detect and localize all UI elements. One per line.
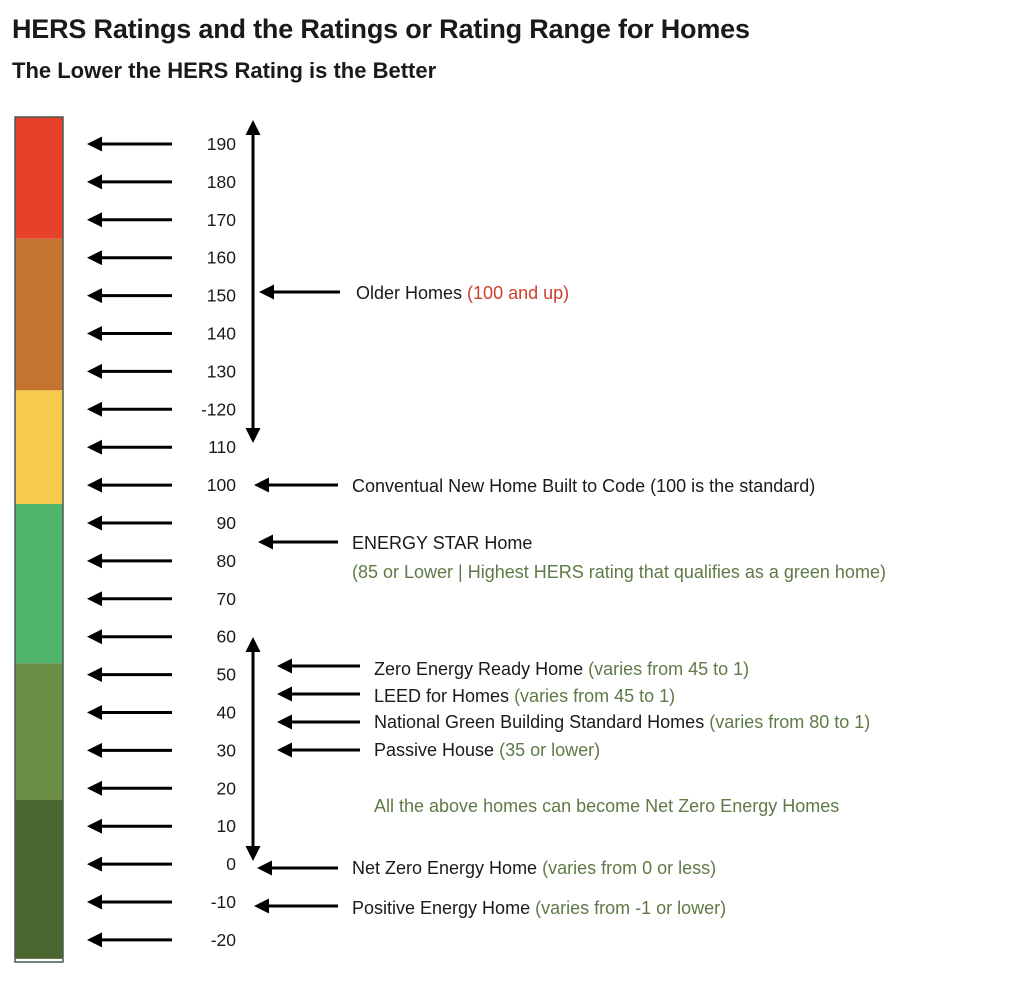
tick-label: 30: [217, 740, 237, 760]
tick-label: 150: [207, 286, 236, 306]
tick-label: 0: [226, 854, 236, 874]
tick-label: -120: [201, 399, 236, 419]
tick-label: 100: [207, 475, 236, 495]
tick-label: 60: [217, 627, 237, 647]
tick-label: 160: [207, 248, 236, 268]
annotation-ngbs: National Green Building Standard Homes (…: [374, 712, 870, 732]
tick-label: 110: [208, 437, 236, 457]
annotation-energy-star: ENERGY STAR Home: [352, 533, 532, 553]
annotation-passive-house: Passive House (35 or lower): [374, 740, 600, 760]
annotation-older-homes: Older Homes (100 and up): [356, 283, 569, 303]
tick-label: 180: [207, 172, 236, 192]
tick-label: 90: [217, 513, 237, 533]
diagram-subtitle: The Lower the HERS Rating is the Better: [12, 58, 437, 83]
color-band-4: [15, 504, 63, 664]
diagram-title: HERS Ratings and the Ratings or Rating R…: [12, 14, 750, 44]
annotation-conventional: Conventual New Home Built to Code (100 i…: [352, 476, 815, 496]
tick-label: 40: [217, 703, 237, 723]
annotation-positive-energy: Positive Energy Home (varies from -1 or …: [352, 898, 726, 918]
annotation-energy-star-note: (85 or Lower | Highest HERS rating that …: [352, 562, 886, 582]
tick-label: 130: [207, 361, 236, 381]
annotation-leed: LEED for Homes (varies from 45 to 1): [374, 686, 675, 706]
tick-label: 50: [217, 665, 237, 685]
color-bar: [14, 116, 64, 963]
annotation-net-zero: Net Zero Energy Home (varies from 0 or l…: [352, 858, 716, 878]
tick-label: 20: [217, 778, 237, 798]
annotation-all-above: All the above homes can become Net Zero …: [374, 796, 839, 816]
tick-arrows: [87, 136, 172, 948]
annotation-zero-energy-ready: Zero Energy Ready Home (varies from 45 t…: [374, 659, 749, 679]
tick-label: 170: [207, 210, 236, 230]
color-band-1: [15, 117, 63, 239]
color-band-5: [15, 663, 63, 800]
tick-labels: 190180170160150140130-120110100908070605…: [201, 134, 236, 950]
color-band-6: [15, 799, 63, 959]
tick-label: -20: [211, 930, 237, 950]
tick-label: 10: [217, 816, 237, 836]
color-band-3: [15, 390, 63, 505]
color-bar-border: [14, 116, 64, 963]
tick-label: 190: [207, 134, 236, 154]
tick-label: 80: [217, 551, 237, 571]
tick-label: 70: [217, 589, 237, 609]
color-band-2: [15, 238, 63, 391]
tick-label: 140: [207, 324, 236, 344]
tick-label: -10: [211, 892, 237, 912]
